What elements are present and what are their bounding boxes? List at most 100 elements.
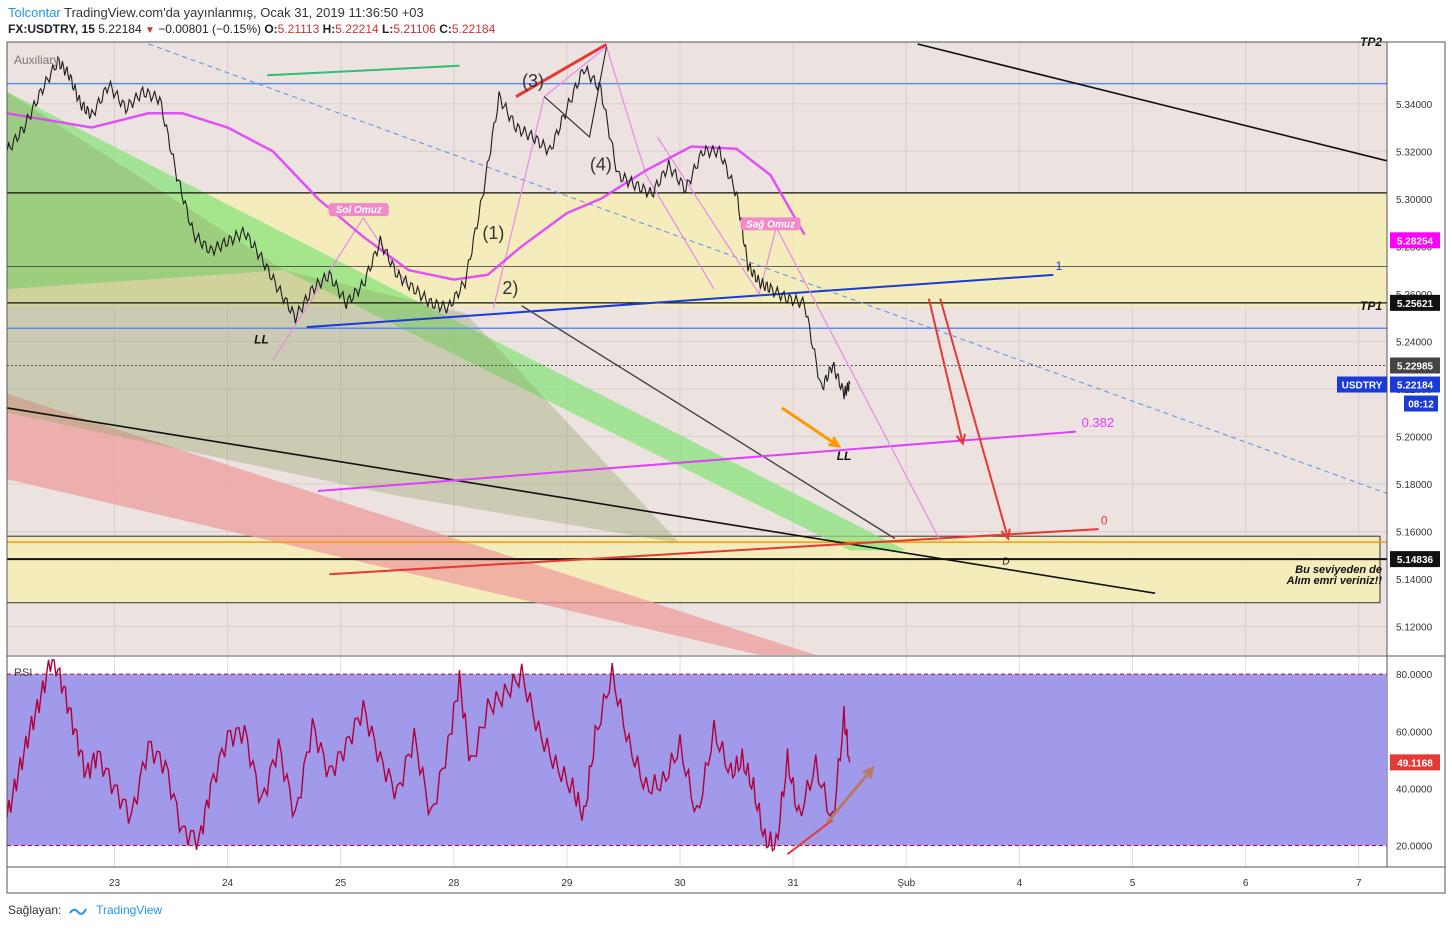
magenta-price-badge-bg [1390, 232, 1440, 249]
note-line-1: Bu seviyeden de [1295, 564, 1382, 576]
wave3-red-mark [515, 43, 608, 98]
rsi-red-trend [786, 819, 834, 855]
price-series [6, 55, 851, 400]
magenta-price-badge: 5.28254 [1397, 236, 1434, 247]
dashed-trendline [148, 43, 1388, 494]
date-tick-label: 29 [561, 878, 573, 889]
sag-omuz-label: Sağ Omuz [746, 219, 795, 230]
support-price-badge-bg [1390, 551, 1440, 568]
auxiliary-label: Auxiliary [14, 53, 59, 67]
date-tick-label: Şub [897, 878, 915, 889]
symbol-badge-bg [1337, 376, 1387, 393]
green-channel [7, 91, 907, 551]
fib-0382-line [317, 430, 1077, 493]
tp1-price-badge: 5.25621 [1397, 299, 1434, 310]
lower-black-trendline [6, 407, 1156, 595]
target-arrow-2 [939, 298, 1010, 539]
rsi-tick-label: 60.0000 [1396, 727, 1433, 738]
neckline [306, 273, 1054, 329]
high-label: H: [322, 22, 336, 36]
price-tick-label: 5.24000 [1396, 337, 1433, 348]
provider-brand[interactable]: TradingView [96, 903, 163, 917]
provider-label: Sağlayan: [8, 903, 62, 917]
overlap-region [7, 91, 681, 544]
date-tick-label: 6 [1243, 878, 1249, 889]
rsi-last-badge: 49.1168 [1397, 758, 1433, 769]
date-tick-label: 5 [1130, 878, 1136, 889]
symbol-badge: USDTRY [1342, 381, 1383, 392]
date-tick-label: 25 [335, 878, 347, 889]
close-label: C: [439, 22, 452, 36]
target-arrow-1-head [955, 433, 966, 446]
down-triangle-icon: ▼ [144, 25, 155, 36]
last-price-badge: 5.22184 [1397, 381, 1434, 392]
sol-omuz-label: Sol Omuz [336, 205, 382, 216]
footer: Sağlayan: TradingView [8, 903, 162, 917]
fib-0382-label: 0.382 [1082, 415, 1115, 430]
wave-1-label: (1) [482, 223, 504, 243]
countdown-badge: 08:12 [1408, 400, 1434, 411]
point-d-label: D [1002, 557, 1009, 568]
moving-average [6, 112, 806, 281]
tp1-price-badge-bg [1390, 294, 1440, 311]
target-arrow-1 [927, 298, 964, 444]
upper-black-trendline [917, 43, 1388, 162]
price-tick-label: 5.20000 [1396, 432, 1433, 443]
rsi-up-arrow-head [862, 765, 875, 779]
date-tick-label: 28 [448, 878, 460, 889]
ll-left-label: LL [254, 333, 269, 347]
chart-header: Tolcontar TradingView.com'da yayınlanmış… [0, 0, 1452, 42]
wave-3-4 [543, 46, 608, 139]
price-tick-label: 5.12000 [1396, 622, 1433, 633]
price-change: −0.00801 (−0.15%) [158, 22, 261, 36]
last-price-badge-bg [1390, 376, 1440, 393]
open-label: O: [264, 22, 278, 36]
rsi-tick-label: 80.0000 [1396, 670, 1433, 681]
tradingview-logo-icon [68, 908, 87, 915]
note-line-2: Alım emri veriniz!! [1286, 575, 1383, 587]
high-value: 5.22214 [335, 22, 379, 36]
author-name[interactable]: Tolcontar [8, 5, 61, 20]
low-label: L: [382, 22, 394, 36]
low-value: 5.21106 [393, 22, 436, 36]
rsi-title: RSI [14, 667, 32, 679]
fib-0-label: 0 [1101, 513, 1108, 527]
rsi-band [7, 674, 1387, 846]
support-price-badge: 5.14836 [1397, 555, 1434, 566]
countdown-badge-bg [1404, 395, 1438, 412]
price-tick-label: 5.34000 [1396, 100, 1433, 111]
price-tick-label: 5.18000 [1396, 480, 1433, 491]
sol-omuz-label-bg [328, 203, 389, 217]
neckline-break-line [521, 305, 896, 540]
ohlc-line: FX:USDTRY, 15 5.22184 ▼ −0.00801 (−0.15%… [8, 22, 495, 36]
price-tick-label: 5.32000 [1396, 147, 1433, 158]
publish-line: Tolcontar TradingView.com'da yayınlanmış… [8, 5, 424, 20]
fib-1-label: 1 [1056, 259, 1063, 273]
rsi-tick-label: 40.0000 [1396, 784, 1433, 795]
sag-omuz-label-bg [740, 217, 801, 231]
publish-text: TradingView.com'da yayınlanmış, Ocak 31,… [64, 5, 424, 20]
open-value: 5.21113 [277, 22, 320, 36]
date-tick-label: 24 [222, 878, 234, 889]
date-tick-label: 31 [788, 878, 800, 889]
date-tick-label: 4 [1017, 878, 1023, 889]
fib-0-line [329, 528, 1099, 576]
ll-orange-arrow [780, 406, 840, 448]
wave-3-label: (3) [522, 71, 544, 91]
green-short-line [267, 64, 460, 77]
ll-right-label: LL [837, 449, 852, 463]
dotted-price-badge-bg [1390, 357, 1440, 374]
symbol-label: FX:USDTRY, 15 [8, 22, 95, 36]
rsi-series [6, 659, 851, 853]
rsi-up-arrow [825, 767, 874, 824]
rsi-last-badge-bg [1390, 754, 1440, 771]
target-arrow-2-head [1000, 528, 1011, 541]
outer-border [6, 41, 1446, 894]
close-value: 5.22184 [451, 22, 496, 36]
ll-orange-arrow-head [828, 436, 842, 448]
dotted-price-badge: 5.22985 [1397, 361, 1434, 372]
wave-2-label: 2) [502, 278, 518, 298]
date-tick-label: 23 [109, 878, 121, 889]
price-axis-bg [1387, 42, 1445, 867]
